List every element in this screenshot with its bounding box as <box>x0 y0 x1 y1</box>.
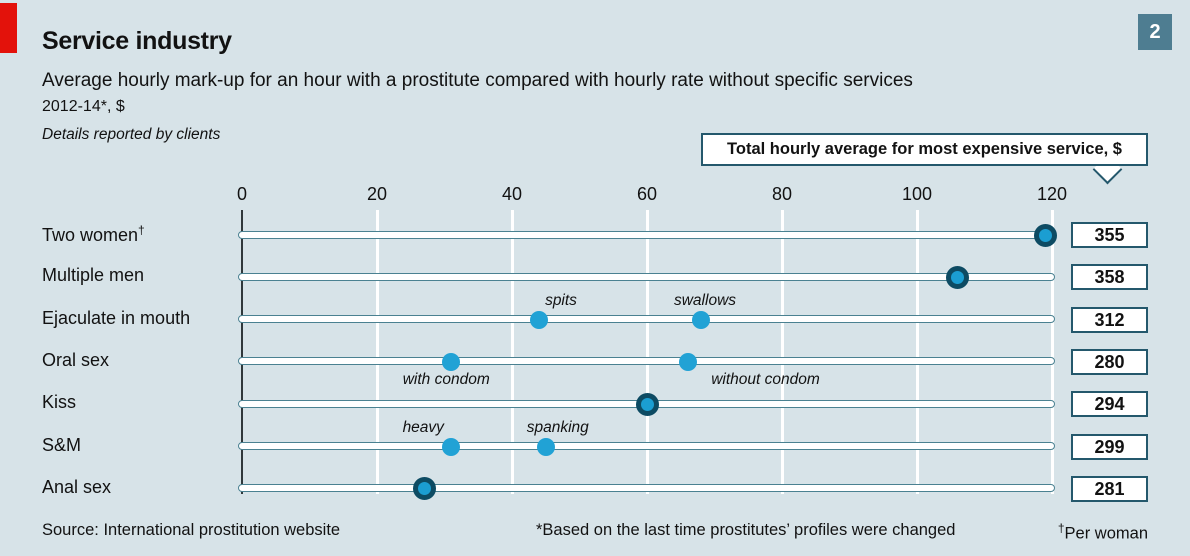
total-value-box: 294 <box>1071 391 1148 418</box>
data-point <box>442 437 461 456</box>
total-value-box: 299 <box>1071 433 1148 460</box>
data-point <box>678 352 697 371</box>
x-axis-tick-label: 120 <box>1036 184 1068 204</box>
dagger-footnote: †Per woman <box>1058 521 1148 544</box>
total-value-box: 312 <box>1071 306 1148 333</box>
category-label: Two women† <box>42 223 145 245</box>
dagger-text: Per woman <box>1064 524 1148 543</box>
chart-unit-line: 2012-14*, $ <box>42 98 125 115</box>
x-axis-tick-label: 40 <box>501 184 523 204</box>
x-axis-tick-label: 0 <box>236 184 248 204</box>
row-track <box>238 357 1055 366</box>
category-label: S&M <box>42 434 82 455</box>
row-track <box>238 442 1055 451</box>
page-title: Service industry <box>42 27 232 55</box>
chart-detail-note: Details reported by clients <box>42 126 221 143</box>
row-track <box>238 230 1055 239</box>
total-value-box: 355 <box>1071 222 1148 248</box>
value-column-callout: Total hourly average for most expensive … <box>701 133 1148 166</box>
data-point <box>946 265 969 289</box>
x-axis-tick-label: 80 <box>771 184 793 204</box>
row-track <box>238 484 1055 493</box>
dagger-symbol: † <box>138 223 145 237</box>
x-axis-baseline <box>241 210 243 494</box>
grid-line <box>645 210 649 494</box>
point-annotation: with condom <box>402 370 490 388</box>
grid-line <box>375 210 379 494</box>
dagger-symbol: † <box>1057 521 1065 535</box>
category-label: Multiple men <box>42 265 145 286</box>
point-annotation: spits <box>545 291 577 309</box>
category-label: Ejaculate in mouth <box>42 307 191 328</box>
total-value-box: 281 <box>1071 475 1148 502</box>
x-axis-tick-label: 60 <box>636 184 658 204</box>
figure-number-badge: 2 <box>1138 14 1172 50</box>
source-note: Source: International prostitution websi… <box>42 521 341 539</box>
point-annotation: spanking <box>526 418 589 436</box>
grid-line <box>915 210 919 494</box>
point-annotation: swallows <box>673 291 737 309</box>
row-track <box>238 315 1055 324</box>
category-label: Oral sex <box>42 349 110 370</box>
chart-subtitle: Average hourly mark-up for an hour with … <box>42 70 913 91</box>
data-point <box>412 477 436 501</box>
data-point <box>536 437 555 456</box>
x-axis-tick-label: 100 <box>901 184 933 204</box>
category-label: Anal sex <box>42 476 112 497</box>
data-point <box>635 392 659 416</box>
economist-red-tab <box>0 3 17 53</box>
x-axis-tick-label: 20 <box>366 184 388 204</box>
grid-line <box>780 210 784 494</box>
row-track <box>238 272 1055 281</box>
data-point <box>692 310 710 329</box>
point-annotation: without condom <box>711 370 820 388</box>
point-annotation: heavy <box>402 418 444 436</box>
data-point <box>1033 223 1057 247</box>
category-label: Kiss <box>42 392 77 413</box>
data-point <box>442 352 461 371</box>
grid-line <box>1050 210 1054 494</box>
asterisk-footnote: *Based on the last time prostitutes’ pro… <box>536 521 956 539</box>
total-value-box: 280 <box>1071 348 1148 375</box>
data-point <box>530 310 548 329</box>
total-value-box: 358 <box>1071 264 1148 291</box>
grid-line <box>510 210 514 494</box>
